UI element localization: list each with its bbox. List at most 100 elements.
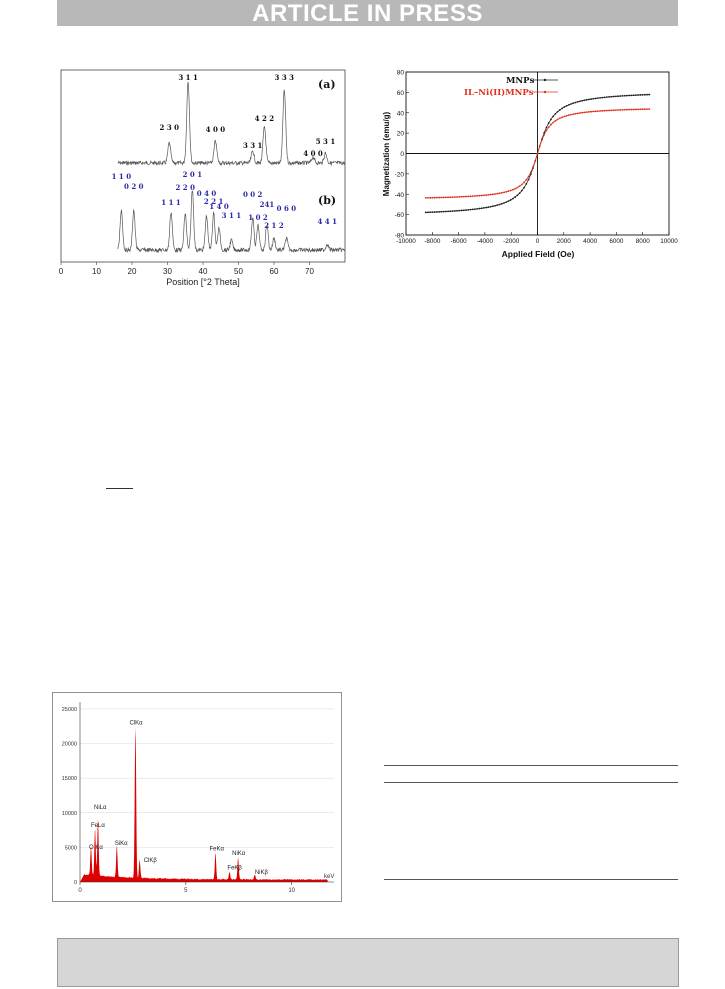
edx-y-tick-label: 15000 bbox=[62, 776, 77, 782]
xrd-x-axis-label: Position [°2 Theta] bbox=[166, 277, 239, 287]
mag-series-point bbox=[505, 201, 508, 204]
xrd-peak-b-label: 3 1 1 bbox=[222, 211, 242, 220]
mag-series-point bbox=[623, 108, 626, 111]
mag-series-point bbox=[570, 103, 572, 105]
mag-series-point bbox=[516, 194, 519, 197]
mag-series-point bbox=[520, 183, 523, 186]
mag-series-point bbox=[612, 95, 615, 98]
mag-series-point bbox=[471, 195, 474, 198]
mag-series-point bbox=[554, 119, 557, 122]
xrd-panel-a-label: (a) bbox=[318, 78, 336, 91]
mag-series-point bbox=[641, 108, 644, 111]
mag-series-point bbox=[637, 108, 639, 111]
mag-series-point bbox=[514, 196, 517, 198]
xrd-x-tick-label: 70 bbox=[305, 267, 314, 276]
mag-x-tick-label: 6000 bbox=[609, 238, 624, 245]
mag-series-point bbox=[444, 196, 447, 199]
mag-y-tick-label: -40 bbox=[395, 192, 405, 199]
mag-series-point bbox=[623, 94, 626, 97]
mag-series-point bbox=[630, 108, 633, 111]
mag-series-point bbox=[496, 204, 499, 207]
mag-series-point bbox=[565, 104, 568, 107]
mag-series-point bbox=[496, 192, 499, 195]
mag-series-point bbox=[628, 94, 631, 97]
mag-series-point bbox=[610, 95, 613, 98]
mag-series-point bbox=[474, 208, 476, 211]
xrd-x-tick-label: 0 bbox=[59, 267, 64, 276]
mag-series-point bbox=[527, 175, 530, 178]
mag-series-point bbox=[643, 108, 646, 111]
mag-series-point bbox=[451, 196, 454, 199]
mag-series-point bbox=[465, 195, 467, 198]
edx-peak-label: O Kα bbox=[89, 845, 103, 851]
mag-series-point bbox=[478, 207, 481, 210]
mag-series-point bbox=[512, 188, 514, 191]
xrd-peak-a-label: 3 3 3 bbox=[275, 73, 295, 82]
xrd-peak-b-label: 2 2 0 bbox=[176, 183, 196, 192]
mag-y-ticks: -80 -60 -40 -20 0 20 40 60 80 bbox=[395, 70, 409, 240]
mag-series-point bbox=[485, 194, 487, 196]
mag-series-point bbox=[503, 191, 505, 194]
mag-series-point bbox=[556, 110, 559, 113]
mag-series-point bbox=[494, 204, 496, 207]
mag-series-point bbox=[474, 195, 476, 197]
inline-rule bbox=[106, 488, 133, 489]
mag-series-point bbox=[572, 102, 575, 105]
mag-y-tick-label: -20 bbox=[395, 171, 405, 178]
mag-series-point bbox=[579, 112, 581, 114]
mag-series-point bbox=[550, 123, 552, 126]
xrd-peak-b-label: 0 0 2 bbox=[243, 190, 263, 199]
mag-series-point bbox=[476, 194, 479, 197]
mag-series-point bbox=[594, 97, 597, 100]
mag-series-point bbox=[567, 103, 570, 106]
mag-x-ticks: -10000 -8000 -6000 -4000 -2000 0 2000 4000 6000 8… bbox=[396, 232, 678, 245]
xrd-peak-a-label: 2 3 0 bbox=[160, 123, 180, 132]
mag-series-point bbox=[436, 211, 438, 213]
mag-x-tick-label: 4000 bbox=[583, 238, 598, 245]
mag-series-point bbox=[518, 192, 521, 195]
mag-y-tick-label: 20 bbox=[397, 131, 405, 138]
xrd-peak-b-label: 0 6 0 bbox=[277, 204, 297, 213]
mag-series-point bbox=[592, 97, 595, 100]
mag-series-point bbox=[489, 193, 492, 196]
mag-series-point bbox=[465, 209, 467, 211]
xrd-peak-b-label: 1 4 0 bbox=[209, 202, 229, 211]
mag-series-point bbox=[532, 166, 534, 168]
mag-x-axis-label: Applied Field (Oe) bbox=[502, 249, 575, 259]
citation-footer-box bbox=[57, 938, 679, 987]
xrd-x-ticks: 0 10 20 30 40 50 60 70 bbox=[59, 262, 314, 276]
edx-peak-label: NiKβ bbox=[255, 870, 269, 876]
mag-series-point bbox=[541, 139, 543, 141]
mag-series-point bbox=[500, 191, 503, 194]
mag-series-point bbox=[596, 97, 599, 100]
mag-series-point bbox=[523, 181, 525, 184]
mag-series-point bbox=[543, 133, 546, 136]
mag-series-point bbox=[438, 196, 441, 199]
mag-legend-ilni-marker bbox=[543, 90, 547, 94]
mag-series-point bbox=[500, 202, 503, 205]
mag-series-point bbox=[453, 196, 456, 198]
mag-series-point bbox=[603, 109, 606, 112]
mag-series-point bbox=[451, 210, 454, 212]
mag-series-point bbox=[617, 95, 619, 98]
xrd-peak-b-label: 0 2 0 bbox=[124, 182, 144, 191]
mag-legend: MNPs IL–Ni(II)MNPs bbox=[464, 76, 558, 98]
edx-y-tick-label: 25000 bbox=[62, 707, 77, 713]
mag-series-point bbox=[427, 196, 429, 199]
edx-y-tick-label: 20000 bbox=[62, 742, 77, 748]
xrd-peak-labels-b: 1 1 00 2 0 1 1 1 2 2 0 2 0 1 0 4 02 2 11 4 0… bbox=[112, 170, 338, 230]
mag-series-point bbox=[643, 93, 646, 96]
mag-x-tick-label: -4000 bbox=[477, 238, 494, 245]
mag-series-point bbox=[491, 205, 494, 208]
mag-series-point bbox=[547, 126, 550, 129]
xrd-peak-a-label: 3 1 1 bbox=[178, 73, 198, 82]
xrd-x-tick-label: 40 bbox=[199, 267, 208, 276]
edx-peak-label: ClKβ bbox=[144, 858, 158, 864]
xrd-x-tick-label: 50 bbox=[234, 267, 243, 276]
mag-series-point bbox=[558, 117, 561, 120]
mag-series-point bbox=[563, 115, 566, 118]
mag-series-point bbox=[487, 193, 490, 196]
mag-series-point bbox=[576, 100, 579, 103]
mag-series-point bbox=[456, 209, 458, 212]
edx-y-tick-label: 10000 bbox=[62, 811, 77, 817]
